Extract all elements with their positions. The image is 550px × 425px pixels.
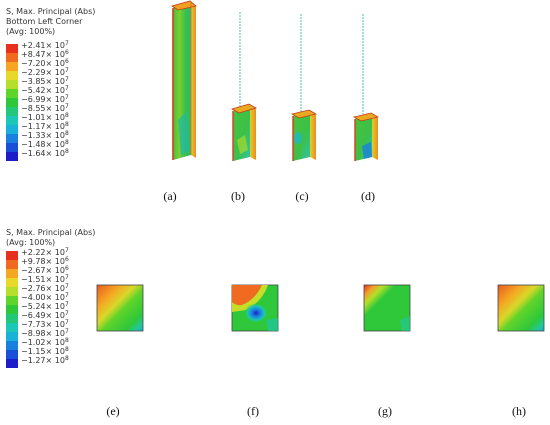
legend-swatch xyxy=(6,134,18,143)
legend-label: −1.64× 108 xyxy=(21,148,69,158)
legend-label: −1.15× 108 xyxy=(21,346,69,356)
column-c xyxy=(290,14,318,161)
legend-swatch xyxy=(6,71,18,80)
legend-label: −3.85× 107 xyxy=(21,76,69,86)
legend-swatch xyxy=(6,107,18,116)
section-g xyxy=(363,284,411,332)
legend-swatch xyxy=(6,53,18,62)
legend-bottom-swatches xyxy=(6,251,18,368)
caption-b: (b) xyxy=(231,189,245,203)
section-h xyxy=(497,284,545,332)
legend-swatch xyxy=(6,350,18,359)
legend-label: −6.99× 107 xyxy=(21,94,69,104)
legend-swatch xyxy=(6,323,18,332)
legend-label: −1.27× 108 xyxy=(21,355,69,365)
legend-label: −1.33× 108 xyxy=(21,130,69,140)
legend-label: −2.29× 107 xyxy=(21,67,69,77)
legend-label: −8.98× 107 xyxy=(21,328,69,338)
legend-swatch xyxy=(6,116,18,125)
legend-swatch xyxy=(6,80,18,89)
legend-label: −1.01× 108 xyxy=(21,112,69,122)
legend-top-labels: +2.41× 107+8.47× 106−7.20× 106−2.29× 107… xyxy=(21,40,69,158)
legend-swatch xyxy=(6,296,18,305)
legend-bottom-labels: +2.22× 107+9.78× 106−2.67× 106−1.51× 107… xyxy=(21,247,69,365)
legend-top: S, Max. Principal (Abs) Bottom Left Corn… xyxy=(6,7,95,161)
legend-swatch xyxy=(6,278,18,287)
caption-h: (h) xyxy=(512,404,526,418)
legend-label: −5.42× 107 xyxy=(21,85,69,95)
legend-label: −8.55× 107 xyxy=(21,103,69,113)
section-e xyxy=(96,284,144,332)
legend-top-title-3: (Avg: 100%) xyxy=(6,27,55,36)
legend-swatch xyxy=(6,62,18,71)
column-a xyxy=(171,0,197,160)
legend-swatch xyxy=(6,269,18,278)
caption-a: (a) xyxy=(163,189,176,203)
legend-label: −1.51× 107 xyxy=(21,274,69,284)
legend-swatch xyxy=(6,332,18,341)
legend-label: +2.41× 107 xyxy=(21,40,69,50)
legend-swatch xyxy=(6,152,18,161)
legend-swatch xyxy=(6,251,18,260)
legend-label: +8.47× 106 xyxy=(21,49,69,59)
legend-top-swatches xyxy=(6,44,18,161)
legend-swatch xyxy=(6,287,18,296)
caption-f: (f) xyxy=(247,404,259,418)
legend-label: +9.78× 106 xyxy=(21,256,69,266)
caption-d: (d) xyxy=(361,189,375,203)
legend-label: −7.20× 106 xyxy=(21,58,69,68)
legend-bottom: S, Max. Principal (Abs) (Avg: 100%) +2.2… xyxy=(6,228,95,368)
legend-swatch xyxy=(6,125,18,134)
legend-swatch xyxy=(6,44,18,53)
column-b xyxy=(230,12,258,161)
legend-swatch xyxy=(6,314,18,323)
legend-label: +2.22× 107 xyxy=(21,247,69,257)
legend-label: −1.48× 108 xyxy=(21,139,69,149)
legend-swatch xyxy=(6,359,18,368)
legend-top-title-1: S, Max. Principal (Abs) xyxy=(6,7,95,16)
legend-swatch xyxy=(6,341,18,350)
caption-e: (e) xyxy=(106,404,119,418)
caption-g: (g) xyxy=(378,404,392,418)
legend-top-title-2: Bottom Left Corner xyxy=(6,17,83,26)
legend-swatch xyxy=(6,143,18,152)
caption-c: (c) xyxy=(295,189,308,203)
section-f xyxy=(231,284,279,332)
legend-label: −4.00× 107 xyxy=(21,292,69,302)
legend-swatch xyxy=(6,98,18,107)
legend-label: −5.24× 107 xyxy=(21,301,69,311)
legend-label: −1.17× 108 xyxy=(21,121,69,131)
legend-bottom-title-2: (Avg: 100%) xyxy=(6,238,55,247)
legend-label: −2.76× 107 xyxy=(21,283,69,293)
legend-label: −2.67× 106 xyxy=(21,265,69,275)
legend-label: −6.49× 107 xyxy=(21,310,69,320)
legend-swatch xyxy=(6,260,18,269)
legend-label: −1.02× 108 xyxy=(21,337,69,347)
column-d xyxy=(352,14,380,161)
legend-bottom-title-1: S, Max. Principal (Abs) xyxy=(6,228,95,237)
legend-label: −7.73× 107 xyxy=(21,319,69,329)
legend-swatch xyxy=(6,89,18,98)
legend-swatch xyxy=(6,305,18,314)
